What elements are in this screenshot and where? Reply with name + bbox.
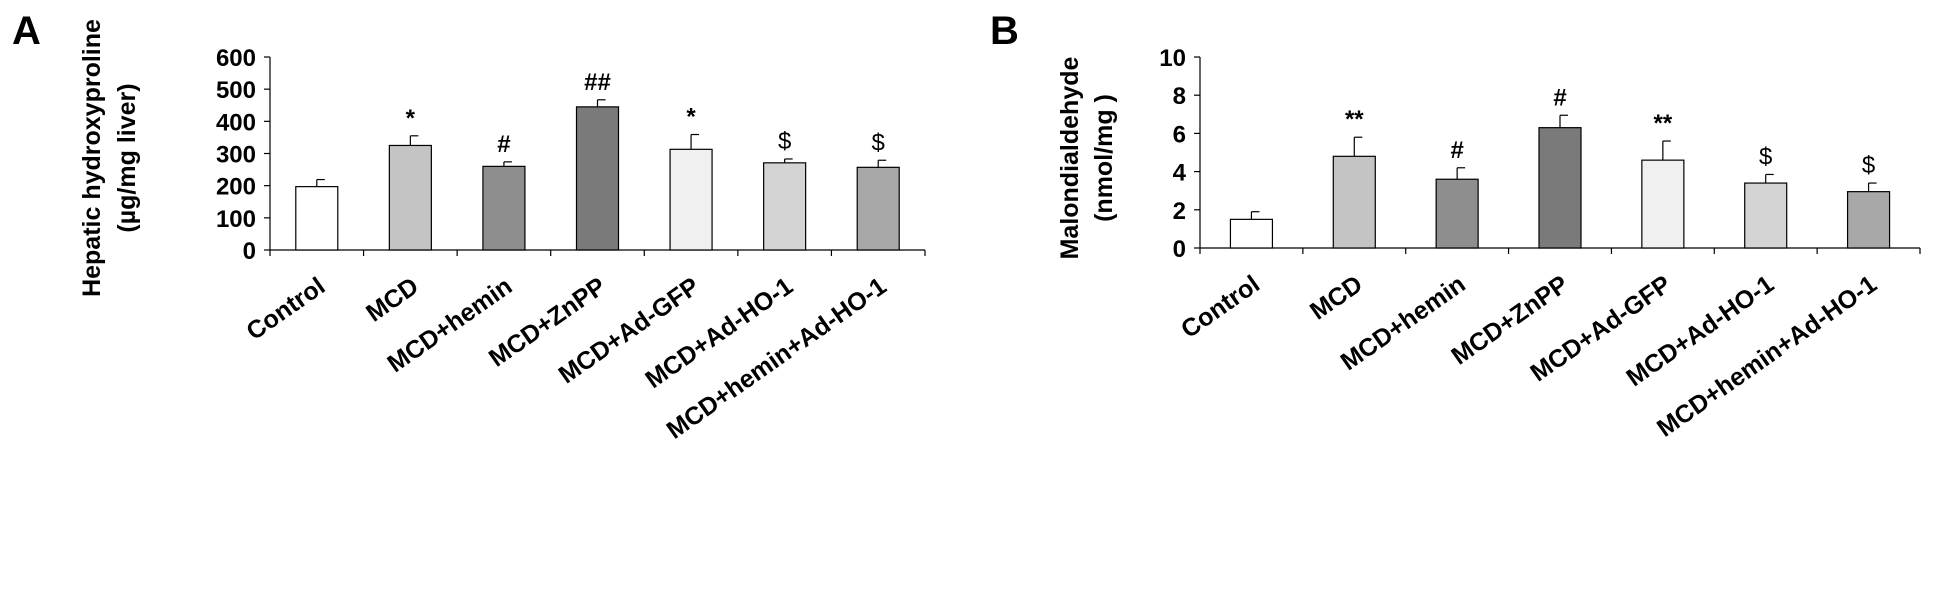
bar <box>1641 159 1685 249</box>
significance-marker: ** <box>1345 106 1364 133</box>
y-tick-label: 10 <box>1159 45 1186 72</box>
y-tick-label: 200 <box>216 174 256 201</box>
y-tick-label: 6 <box>1173 121 1186 148</box>
bar <box>1538 127 1582 249</box>
panel-b: B Malondialdehyde (nmol/mg ) 0 2 4 6 8 10 Control… <box>990 9 1921 443</box>
bar <box>763 162 807 251</box>
y-tick-label: 400 <box>216 109 256 136</box>
y-tick-label: 8 <box>1173 83 1186 110</box>
y-tick-label: 0 <box>243 238 256 265</box>
bar <box>1435 178 1479 249</box>
x-tick-label: MCD <box>361 272 424 328</box>
significance-marker: $ <box>1759 143 1772 170</box>
y-tick-label: 4 <box>1173 160 1187 187</box>
x-tick-label: Control <box>1176 270 1265 344</box>
significance-marker: ** <box>1654 110 1673 137</box>
bar <box>575 106 620 251</box>
bar <box>388 144 432 251</box>
significance-marker: * <box>686 104 696 131</box>
bar <box>482 165 526 251</box>
bar <box>1744 182 1788 249</box>
significance-marker: # <box>1553 84 1566 111</box>
significance-marker: # <box>1450 137 1463 164</box>
y-tick-label: 100 <box>216 206 256 233</box>
significance-marker: ## <box>584 69 611 96</box>
bar <box>1332 155 1376 249</box>
bar <box>1846 191 1891 249</box>
y-axis-label: Hepatic hydroxyproline <box>78 19 106 297</box>
y-axis-label: Malondialdehyde <box>1056 57 1084 260</box>
y-tick-label: 300 <box>216 142 256 169</box>
y-tick-label: 500 <box>216 77 256 104</box>
significance-marker: $ <box>872 129 885 156</box>
panel-letter: A <box>12 9 41 53</box>
panel-a: A Hepatic hydroxyproline (µg/mg liver) 0 100… <box>12 9 926 445</box>
bar <box>669 148 713 251</box>
y-tick-label: 600 <box>216 45 256 72</box>
y-axis-label: (nmol/mg ) <box>1090 94 1118 222</box>
bar <box>856 166 900 251</box>
significance-marker: # <box>497 131 510 158</box>
panel-letter: B <box>990 9 1019 53</box>
bar <box>1229 218 1274 249</box>
y-tick-label: 0 <box>1173 236 1186 263</box>
significance-marker: $ <box>1862 152 1875 179</box>
x-tick-label: MCD <box>1305 270 1368 326</box>
significance-marker: $ <box>778 128 791 155</box>
bar <box>295 186 339 251</box>
y-axis-label: (µg/mg liver) <box>113 83 141 232</box>
significance-marker: * <box>406 105 416 132</box>
x-tick-label: Control <box>241 272 330 346</box>
y-tick-label: 2 <box>1173 198 1186 225</box>
